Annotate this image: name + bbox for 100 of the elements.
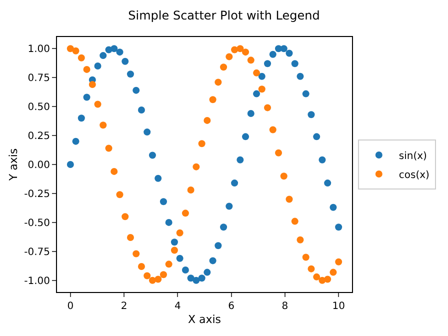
point [335,258,342,266]
point [176,229,184,236]
point [154,276,162,283]
point [94,62,102,70]
point [291,218,298,225]
point [269,50,276,58]
point [214,242,222,250]
y-tick-label: 0.75 [28,73,50,84]
point [154,174,162,182]
point [165,218,172,226]
point [236,156,244,164]
point [94,100,102,108]
point [132,250,140,258]
point [226,53,233,60]
chart-title: Simple Scatter Plot with Legend [128,8,320,22]
point [280,172,288,180]
point [258,72,266,80]
point [144,272,151,280]
point [116,48,124,56]
y-tick-label: 0.00 [28,160,50,171]
point [286,50,293,57]
point [148,276,156,284]
point [324,180,332,187]
point [138,106,145,114]
point [264,104,272,112]
legend-label: cos(x) [398,170,430,181]
point [122,58,129,65]
point [226,202,233,210]
point [83,94,90,101]
point [182,210,189,217]
y-tick-label: -0.50 [24,218,50,229]
point [291,60,298,68]
point [286,196,293,203]
y-tick-label: -1.00 [24,276,50,287]
y-axis-title: Y axis [6,148,20,182]
point [138,263,145,270]
point [209,257,216,264]
point [187,186,194,194]
point [204,268,211,276]
x-axis-title: X axis [188,313,222,326]
point [144,128,151,136]
point [170,238,178,246]
x-tick-label: 10 [332,301,345,312]
point [330,268,337,276]
y-tick-label: 0.50 [28,102,50,114]
point [308,265,315,272]
point [66,161,74,168]
point [264,60,272,68]
point [110,45,118,52]
point [83,66,90,73]
point [247,110,254,117]
point [335,224,342,231]
point [170,246,178,254]
point [176,254,184,262]
point [165,260,172,268]
point [122,213,129,220]
point [253,90,260,98]
point [148,152,156,159]
point [187,274,194,282]
point [198,140,206,148]
point [209,96,216,104]
point [296,72,304,80]
point [100,122,107,129]
point [100,52,107,60]
point [198,274,206,282]
point [105,144,112,152]
point [78,54,85,62]
x-tick-label: 4 [174,301,181,312]
point [160,271,167,278]
point [72,138,80,145]
point [116,191,124,198]
point [66,45,74,52]
y-tick-label: -0.75 [24,246,50,258]
x-tick-label: 2 [120,301,128,312]
x-tick-label: 8 [282,301,288,312]
point [126,70,134,78]
point [242,133,250,140]
legend-label: sin(x) [398,150,428,162]
point [88,81,96,88]
point [296,236,304,244]
point [313,273,320,280]
point [236,45,244,52]
x-tick-label: 6 [228,301,235,312]
point [308,111,315,118]
point [324,276,332,283]
point [302,254,310,261]
point [269,126,276,134]
point [313,133,320,140]
point [182,266,189,274]
point [126,234,134,242]
point [318,156,326,164]
point [132,86,140,94]
point [204,116,211,124]
point [330,204,337,211]
y-tick-label: 1.00 [28,44,50,56]
point [160,198,167,206]
point [258,86,266,93]
x-tick-label: 0 [67,301,74,312]
point [247,56,254,64]
point [78,114,85,122]
